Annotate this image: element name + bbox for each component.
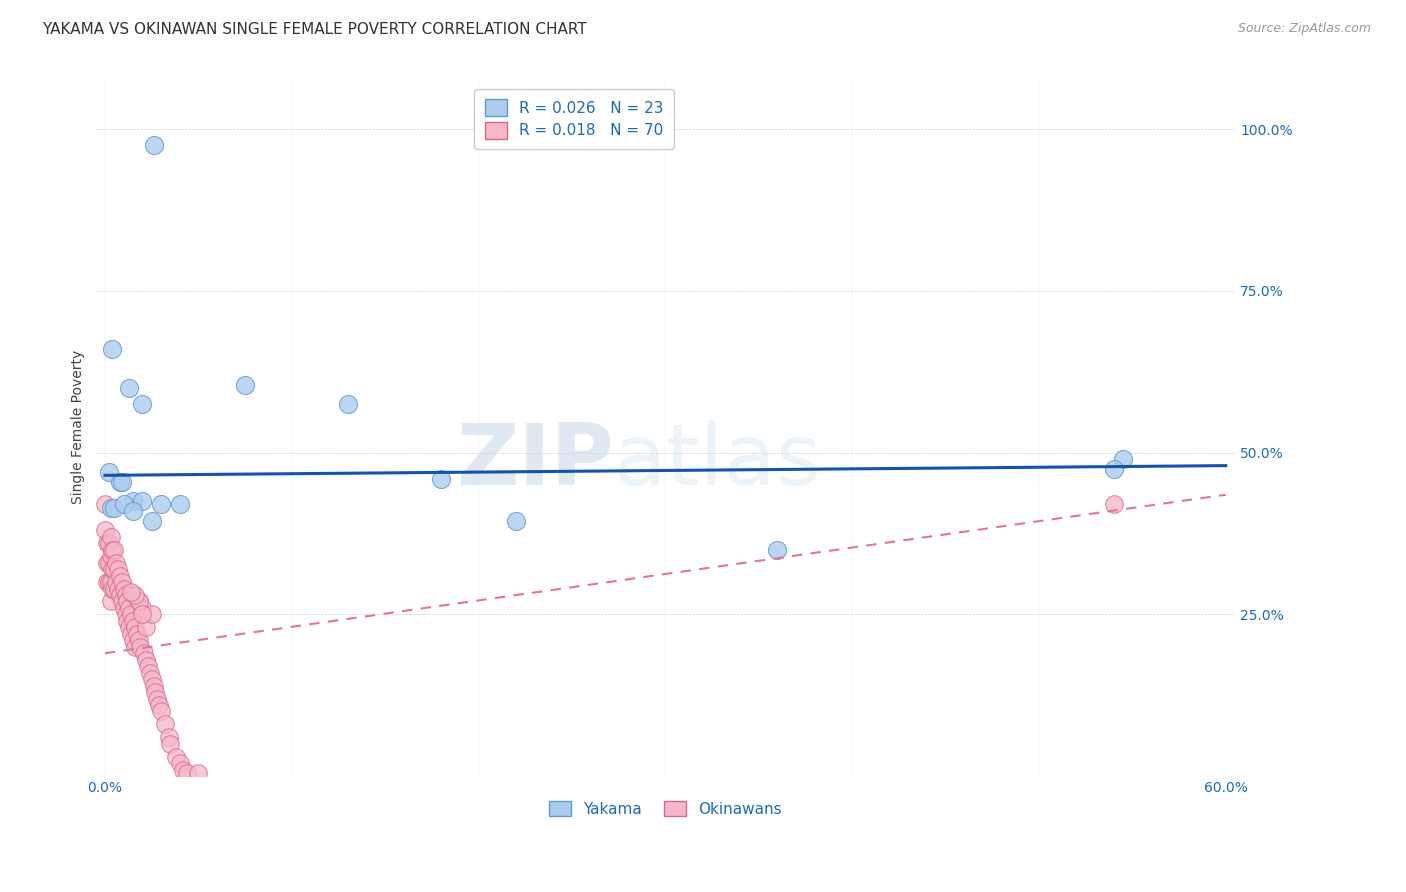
Point (112, 601, 135, 615)
Point (128, 594, 150, 608)
Point (111, 475, 134, 489)
Point (129, 640, 152, 654)
Point (153, 717, 176, 731)
Point (114, 607, 136, 622)
Point (100, 500, 122, 515)
Point (101, 542, 124, 557)
Point (131, 397, 153, 411)
Point (100, 575, 122, 590)
Point (169, 756, 191, 771)
Point (141, 607, 163, 622)
Y-axis label: Single Female Poverty: Single Female Poverty (72, 350, 86, 504)
Point (124, 620, 146, 634)
Point (135, 620, 157, 634)
Point (94, 498, 117, 512)
Point (128, 594, 150, 608)
Text: ZIP: ZIP (457, 420, 614, 503)
Point (135, 653, 157, 667)
Point (96, 556, 118, 570)
Point (1112, 452, 1135, 467)
Point (336, 397, 359, 411)
Point (111, 575, 134, 590)
Point (120, 584, 142, 599)
Point (96, 575, 118, 590)
Point (141, 672, 163, 686)
Point (101, 582, 124, 596)
Point (100, 530, 122, 544)
Point (120, 607, 142, 622)
Point (124, 640, 146, 654)
Point (117, 614, 139, 628)
Point (157, 731, 180, 745)
Point (124, 588, 146, 602)
Point (100, 549, 122, 564)
Point (103, 542, 125, 557)
Point (131, 494, 153, 508)
Point (150, 498, 173, 512)
Point (114, 588, 136, 602)
Point (120, 627, 142, 641)
Point (112, 582, 135, 596)
Point (1102, 462, 1125, 476)
Point (176, 766, 198, 780)
Point (128, 633, 150, 648)
Point (107, 562, 129, 576)
Point (169, 498, 191, 512)
Point (136, 659, 159, 673)
Point (122, 504, 145, 518)
Point (142, 679, 165, 693)
Point (103, 562, 125, 576)
Point (111, 594, 134, 608)
Text: Source: ZipAtlas.com: Source: ZipAtlas.com (1237, 22, 1371, 36)
Point (148, 698, 170, 712)
Point (101, 342, 124, 356)
Point (112, 498, 135, 512)
Point (100, 594, 122, 608)
Point (150, 705, 173, 719)
Point (122, 494, 145, 508)
Point (165, 749, 187, 764)
Point (108, 568, 131, 582)
Point (118, 381, 141, 395)
Legend: Yakama, Okinawans: Yakama, Okinawans (541, 793, 789, 824)
Text: atlas: atlas (614, 420, 823, 503)
Point (94, 524, 117, 538)
Point (505, 514, 527, 528)
Point (139, 665, 162, 680)
Point (118, 601, 141, 615)
Point (103, 500, 125, 515)
Point (96, 536, 118, 550)
Point (1102, 498, 1125, 512)
Point (233, 377, 256, 392)
Point (125, 627, 148, 641)
Point (172, 763, 194, 777)
Point (145, 685, 167, 699)
Point (101, 562, 124, 576)
Point (97, 575, 120, 590)
Point (103, 582, 125, 596)
Point (131, 601, 153, 615)
Point (97, 556, 120, 570)
Text: YAKAMA VS OKINAWAN SINGLE FEMALE POVERTY CORRELATION CHART: YAKAMA VS OKINAWAN SINGLE FEMALE POVERTY… (42, 22, 586, 37)
Point (142, 138, 165, 153)
Point (118, 620, 141, 634)
Point (105, 556, 128, 570)
Point (134, 646, 156, 660)
Point (97, 536, 120, 550)
Point (131, 607, 153, 622)
Point (146, 691, 169, 706)
Point (187, 766, 209, 780)
Point (105, 575, 128, 590)
Point (159, 737, 181, 751)
Point (122, 633, 145, 648)
Point (117, 594, 139, 608)
Point (108, 588, 131, 602)
Point (141, 514, 163, 528)
Point (107, 582, 129, 596)
Point (108, 475, 131, 489)
Point (766, 542, 789, 557)
Point (97, 465, 120, 479)
Point (430, 472, 453, 486)
Point (122, 614, 145, 628)
